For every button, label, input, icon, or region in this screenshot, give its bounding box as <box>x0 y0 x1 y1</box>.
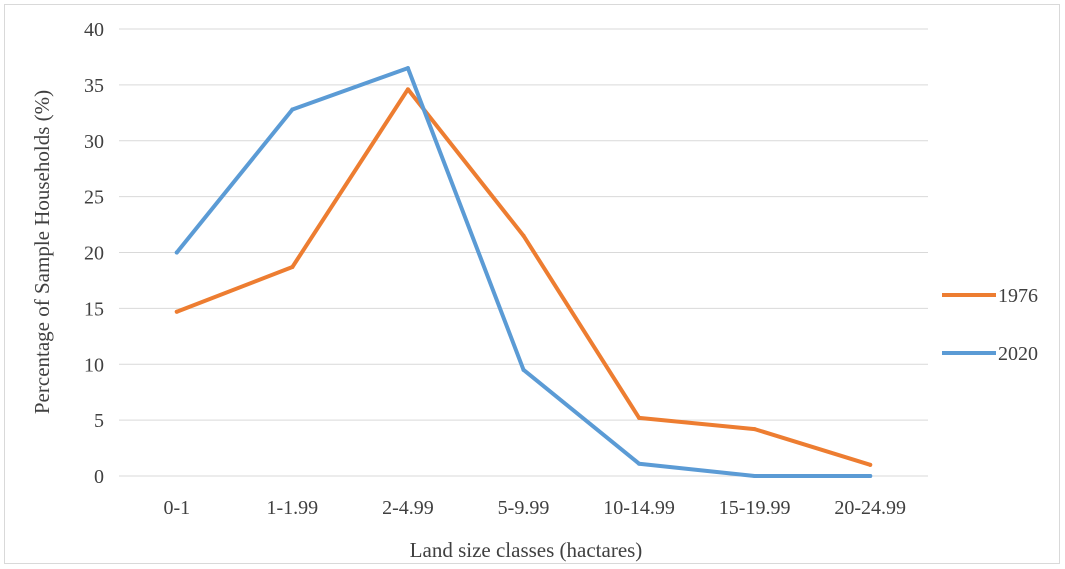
x-tick-label: 5-9.99 <box>498 497 550 519</box>
y-tick-label: 0 <box>94 466 104 488</box>
data-point-2020-0 <box>174 250 179 255</box>
x-tick-label: 15-19.99 <box>719 497 791 519</box>
data-point-1976-3 <box>521 233 526 238</box>
y-axis-title: Percentage of Sample Households (%) <box>30 90 54 414</box>
data-point-1976-2 <box>405 87 410 92</box>
x-tick-label: 20-24.99 <box>834 497 906 519</box>
y-tick-label: 30 <box>84 131 104 153</box>
y-tick-label: 25 <box>84 187 104 209</box>
y-tick-label: 5 <box>94 410 104 432</box>
y-tick-label: 40 <box>84 19 104 41</box>
data-point-1976-0 <box>174 309 179 314</box>
data-point-1976-6 <box>868 462 873 467</box>
y-tick-label: 20 <box>84 243 104 265</box>
data-point-1976-1 <box>290 265 295 270</box>
x-tick-label: 10-14.99 <box>603 497 675 519</box>
y-axis-ticks: 0 5 10 15 20 25 30 35 40 <box>84 19 104 488</box>
x-tick-label: 1-1.99 <box>267 497 319 519</box>
x-axis-ticks: 0-1 1-1.99 2-4.99 5-9.99 10-14.99 15-19.99 20-… <box>163 497 906 519</box>
data-point-2020-1 <box>290 107 295 112</box>
data-point-2020-2 <box>405 66 410 71</box>
x-tick-label: 0-1 <box>163 497 190 519</box>
data-point-2020-3 <box>521 367 526 372</box>
gridlines <box>119 28 928 477</box>
data-point-1976-4 <box>637 415 642 420</box>
data-point-2020-5 <box>752 474 757 478</box>
data-point-1976-5 <box>752 427 757 432</box>
y-tick-label: 35 <box>84 75 104 97</box>
series-lines <box>174 66 873 478</box>
y-tick-label: 15 <box>84 298 104 320</box>
x-axis-title: Land size classes (hactares) <box>410 538 643 562</box>
legend-label-1976: 1976 <box>998 285 1038 307</box>
y-tick-label: 10 <box>84 354 104 376</box>
chart-frame <box>4 4 1060 564</box>
data-point-2020-4 <box>637 461 642 466</box>
legend-label-2020: 2020 <box>998 343 1038 365</box>
x-tick-label: 2-4.99 <box>382 497 434 519</box>
legend: 1976 2020 <box>942 285 1038 365</box>
data-point-2020-6 <box>868 474 873 478</box>
